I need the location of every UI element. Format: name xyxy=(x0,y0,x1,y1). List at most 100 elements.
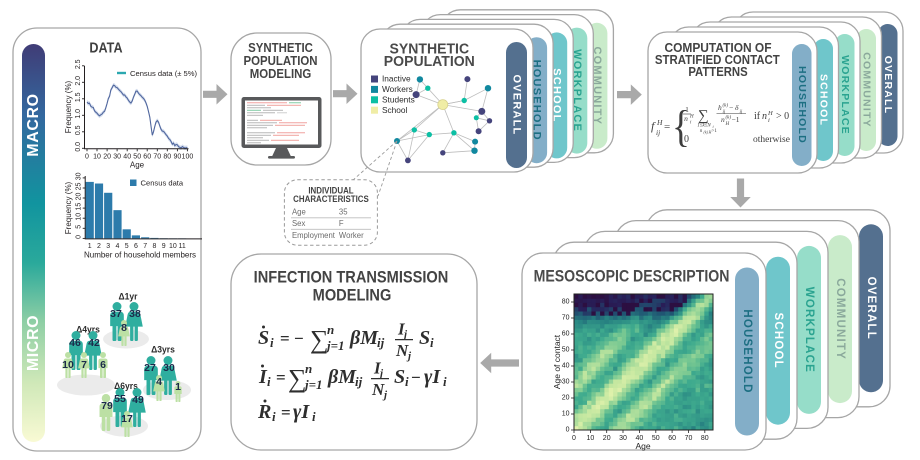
svg-text:7: 7 xyxy=(81,359,87,371)
svg-text:S: S xyxy=(258,327,269,349)
svg-text:j: j xyxy=(402,329,408,341)
svg-text:i: i xyxy=(312,409,316,424)
svg-text:Number of household members: Number of household members xyxy=(84,251,196,260)
svg-text:i: i xyxy=(690,121,692,126)
svg-text:I: I xyxy=(373,359,382,378)
svg-text:30: 30 xyxy=(76,172,83,180)
svg-text:Frequency (%): Frequency (%) xyxy=(64,181,73,234)
svg-text:j: j xyxy=(406,350,412,362)
svg-text:MODELING: MODELING xyxy=(313,287,392,305)
svg-text:70: 70 xyxy=(685,435,693,442)
svg-text:6: 6 xyxy=(134,243,138,250)
svg-text:20: 20 xyxy=(103,154,111,161)
svg-text:0: 0 xyxy=(85,154,89,161)
svg-text:100: 100 xyxy=(182,154,194,161)
svg-text:MESOSCOPIC DESCRIPTION: MESOSCOPIC DESCRIPTION xyxy=(534,267,730,285)
svg-text:OVERALL: OVERALL xyxy=(511,75,523,136)
svg-text:H: H xyxy=(689,115,694,120)
svg-text:∑: ∑ xyxy=(698,108,709,124)
svg-text:0.5: 0.5 xyxy=(75,125,82,135)
svg-text:50: 50 xyxy=(133,154,141,161)
svg-text:CHARACTERISTICS: CHARACTERISTICS xyxy=(293,193,369,204)
svg-text:MICRO: MICRO xyxy=(25,315,42,371)
svg-text:>1: >1 xyxy=(712,129,718,134)
svg-text:17: 17 xyxy=(121,413,133,425)
svg-text:h: h xyxy=(718,103,722,112)
svg-text:PATTERNS: PATTERNS xyxy=(688,64,747,79)
svg-text:49: 49 xyxy=(132,394,144,406)
svg-text:Δ1yr: Δ1yr xyxy=(119,291,138,302)
svg-text:10: 10 xyxy=(169,243,177,250)
svg-text:1.5: 1.5 xyxy=(75,92,82,102)
svg-text:42: 42 xyxy=(88,337,100,349)
svg-text:60: 60 xyxy=(143,154,151,161)
svg-text:i: i xyxy=(405,374,409,389)
svg-text:Frequency (%): Frequency (%) xyxy=(64,80,73,133)
svg-text:Census data (± 5%): Census data (± 5%) xyxy=(130,69,198,78)
svg-text:Δ3yrs: Δ3yrs xyxy=(151,344,175,355)
svg-text:=: = xyxy=(664,121,670,133)
svg-text:46: 46 xyxy=(69,337,81,349)
svg-text:6: 6 xyxy=(100,359,106,371)
svg-text:School: School xyxy=(382,105,408,115)
svg-text:90: 90 xyxy=(174,154,182,161)
svg-text:HOUSEHOLD: HOUSEHOLD xyxy=(741,309,753,393)
svg-text:γI: γI xyxy=(293,401,310,423)
svg-text:i: i xyxy=(443,374,447,389)
svg-text:0: 0 xyxy=(572,435,576,442)
svg-text:H: H xyxy=(725,122,730,127)
svg-text:80: 80 xyxy=(562,299,570,306)
svg-text:30: 30 xyxy=(619,435,627,442)
svg-text:50: 50 xyxy=(562,347,570,354)
svg-text:δ: δ xyxy=(735,103,739,112)
svg-text:f: f xyxy=(651,119,656,133)
svg-text:MACRO: MACRO xyxy=(25,93,42,156)
svg-text:SYNTHETIC: SYNTHETIC xyxy=(248,40,313,55)
svg-text:Age: Age xyxy=(130,161,145,170)
svg-text:−: − xyxy=(729,103,733,112)
svg-text:=: = xyxy=(276,368,286,387)
svg-text:i: i xyxy=(267,374,271,389)
svg-text:70: 70 xyxy=(562,315,570,322)
svg-text:0: 0 xyxy=(684,134,689,145)
svg-text:i: i xyxy=(272,409,276,424)
svg-text:n: n xyxy=(762,111,767,122)
svg-text:I: I xyxy=(397,320,406,339)
svg-text:4: 4 xyxy=(116,243,120,250)
svg-text:DATA: DATA xyxy=(89,38,122,55)
svg-text:50: 50 xyxy=(652,435,660,442)
svg-text:COMPUTATION OF: COMPUTATION OF xyxy=(664,41,772,55)
svg-text:15: 15 xyxy=(76,203,83,211)
svg-text:H: H xyxy=(767,110,773,117)
svg-text:Census data: Census data xyxy=(141,179,184,188)
svg-text:25: 25 xyxy=(76,183,83,191)
svg-text:ij: ij xyxy=(377,335,385,350)
svg-text:7: 7 xyxy=(143,243,147,250)
svg-text:ij: ij xyxy=(740,110,743,115)
svg-text:79: 79 xyxy=(101,400,113,412)
svg-text:Inactive: Inactive xyxy=(382,74,411,84)
svg-text:10: 10 xyxy=(562,411,570,418)
svg-text:30: 30 xyxy=(562,379,570,386)
svg-text:40: 40 xyxy=(636,435,644,442)
svg-text:βM: βM xyxy=(349,327,379,349)
svg-text:80: 80 xyxy=(163,154,171,161)
svg-text:i: i xyxy=(430,335,434,350)
svg-text:10: 10 xyxy=(76,213,83,221)
svg-text:i: i xyxy=(270,335,274,350)
svg-text:1: 1 xyxy=(175,381,181,393)
svg-text:55: 55 xyxy=(114,393,126,405)
svg-text:60: 60 xyxy=(562,331,570,338)
svg-text:1: 1 xyxy=(685,105,689,114)
svg-text:SCHOOL: SCHOOL xyxy=(817,74,829,126)
svg-text:35: 35 xyxy=(339,207,348,216)
svg-text:R: R xyxy=(257,401,271,423)
svg-text:I: I xyxy=(258,366,268,388)
svg-text:0.0: 0.0 xyxy=(75,142,82,152)
svg-text:10: 10 xyxy=(62,359,74,371)
svg-text:2.5: 2.5 xyxy=(75,59,82,69)
svg-text:N: N xyxy=(395,341,409,360)
svg-text:ij: ij xyxy=(723,110,726,115)
svg-text:Δ6yrs: Δ6yrs xyxy=(114,381,138,392)
svg-text:j=1: j=1 xyxy=(303,377,323,392)
